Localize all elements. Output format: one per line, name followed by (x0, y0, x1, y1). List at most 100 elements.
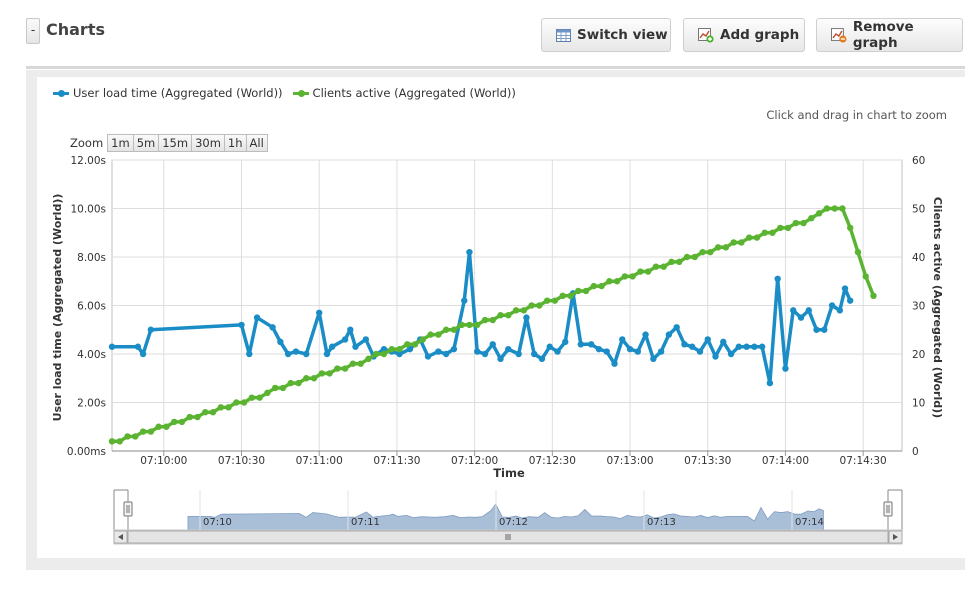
data-point-clients-active (777, 224, 784, 232)
data-point-load-time (530, 350, 538, 358)
data-point-load-time (681, 341, 688, 348)
data-point-clients-active (139, 428, 147, 435)
collapse-button[interactable]: - (26, 18, 40, 44)
data-point-clients-active (116, 438, 123, 445)
navigator-handle-left[interactable] (123, 501, 133, 517)
data-point-clients-active (652, 263, 660, 270)
data-point-load-time (836, 307, 844, 314)
data-point-load-time (657, 348, 665, 355)
zoom-hint: Click and drag in chart to zoom (766, 108, 947, 122)
chevron-left-icon (118, 534, 123, 540)
data-point-load-time (461, 297, 468, 304)
data-point-load-time (554, 348, 561, 355)
zoom-button-5m[interactable]: 5m (133, 134, 160, 152)
y-left-tick-label: 10.00s (70, 204, 106, 216)
data-point-load-time (696, 348, 704, 355)
data-point-load-time (108, 343, 116, 350)
add-graph-label: Add graph (720, 27, 800, 43)
table-view-icon (556, 28, 571, 42)
data-point-clients-active (543, 297, 551, 304)
navigator-handle-right[interactable] (883, 501, 893, 517)
data-point-load-time (406, 345, 414, 353)
data-point-clients-active (575, 287, 582, 295)
data-point-load-time (665, 331, 673, 338)
chart-legend: User load time (Aggregated (World)) Clie… (53, 86, 516, 100)
data-point-clients-active (792, 219, 800, 227)
y-left-tick-label: 2.00s (77, 398, 106, 410)
zoom-button-all[interactable]: All (246, 134, 268, 152)
data-point-load-time (642, 331, 649, 338)
data-point-load-time (328, 343, 336, 350)
data-point-load-time (743, 343, 750, 350)
data-point-load-time (269, 324, 276, 331)
page-title: Charts (46, 20, 105, 39)
data-point-clients-active (202, 409, 209, 416)
zoom-button-1h[interactable]: 1h (224, 134, 247, 152)
data-point-clients-active (163, 423, 170, 430)
add-graph-button[interactable]: Add graph (683, 18, 805, 52)
data-point-load-time (619, 336, 626, 343)
data-point-clients-active (155, 423, 162, 430)
data-point-load-time (450, 345, 458, 353)
data-point-clients-active (637, 268, 644, 275)
legend-label-load-time: User load time (Aggregated (World)) (73, 86, 283, 100)
data-point-load-time (611, 360, 618, 367)
navigator-time-label: 07:14 (795, 517, 824, 528)
legend-swatch-load-time (53, 88, 69, 98)
data-point-clients-active (209, 409, 217, 416)
data-point-clients-active (132, 433, 139, 440)
remove-graph-button[interactable]: Remove graph (816, 18, 963, 52)
data-point-clients-active (683, 253, 691, 261)
data-point-load-time (424, 353, 432, 360)
data-point-load-time (828, 302, 836, 309)
data-point-clients-active (613, 278, 621, 285)
legend-item-clients-active[interactable]: Clients active (Aggregated (World)) (292, 86, 516, 100)
remove-graph-icon (831, 27, 847, 43)
data-point-load-time (147, 326, 155, 333)
data-point-clients-active (194, 413, 201, 421)
data-point-load-time (758, 343, 766, 350)
y-right-tick-label: 0 (912, 446, 919, 458)
data-point-load-time (474, 348, 481, 355)
data-point-clients-active (404, 341, 411, 348)
data-point-load-time (782, 365, 789, 372)
data-point-load-time (380, 345, 388, 353)
data-point-load-time (538, 355, 546, 363)
data-point-load-time (505, 345, 512, 353)
data-point-load-time (735, 343, 743, 350)
y-right-axis-title: Clients active (Aggregated (World)) (931, 197, 944, 418)
data-point-clients-active (178, 418, 186, 426)
data-point-clients-active (271, 384, 279, 392)
data-point-load-time (603, 348, 610, 355)
data-point-clients-active (217, 404, 224, 411)
zoom-button-15m[interactable]: 15m (159, 134, 193, 152)
data-point-clients-active (147, 428, 155, 435)
y-left-tick-label: 6.00s (77, 301, 106, 313)
legend-item-load-time[interactable]: User load time (Aggregated (World)) (53, 86, 283, 100)
data-point-clients-active (372, 350, 380, 358)
data-point-load-time (246, 350, 253, 358)
zoom-button-30m[interactable]: 30m (192, 134, 225, 152)
data-point-load-time (362, 336, 370, 343)
data-point-clients-active (295, 379, 302, 387)
x-tick-label: 07:10:00 (140, 455, 187, 467)
x-tick-label: 07:12:30 (529, 455, 576, 467)
y-right-tick-label: 50 (912, 204, 925, 216)
data-point-clients-active (699, 248, 706, 256)
switch-view-button[interactable]: Switch view (541, 18, 671, 52)
data-point-load-time (790, 307, 797, 314)
data-point-clients-active (831, 205, 838, 212)
legend-swatch-clients-active (292, 88, 309, 98)
data-point-load-time (341, 336, 349, 343)
data-point-load-time (673, 324, 680, 331)
y-left-tick-label: 0.00ms (67, 446, 106, 458)
data-point-load-time (139, 350, 147, 358)
add-graph-icon (698, 27, 714, 43)
data-point-load-time (497, 355, 504, 363)
data-point-clients-active (411, 341, 419, 348)
zoom-button-1m[interactable]: 1m (107, 134, 134, 152)
data-point-load-time (316, 309, 323, 316)
data-point-clients-active (730, 239, 737, 246)
data-point-clients-active (660, 263, 667, 270)
